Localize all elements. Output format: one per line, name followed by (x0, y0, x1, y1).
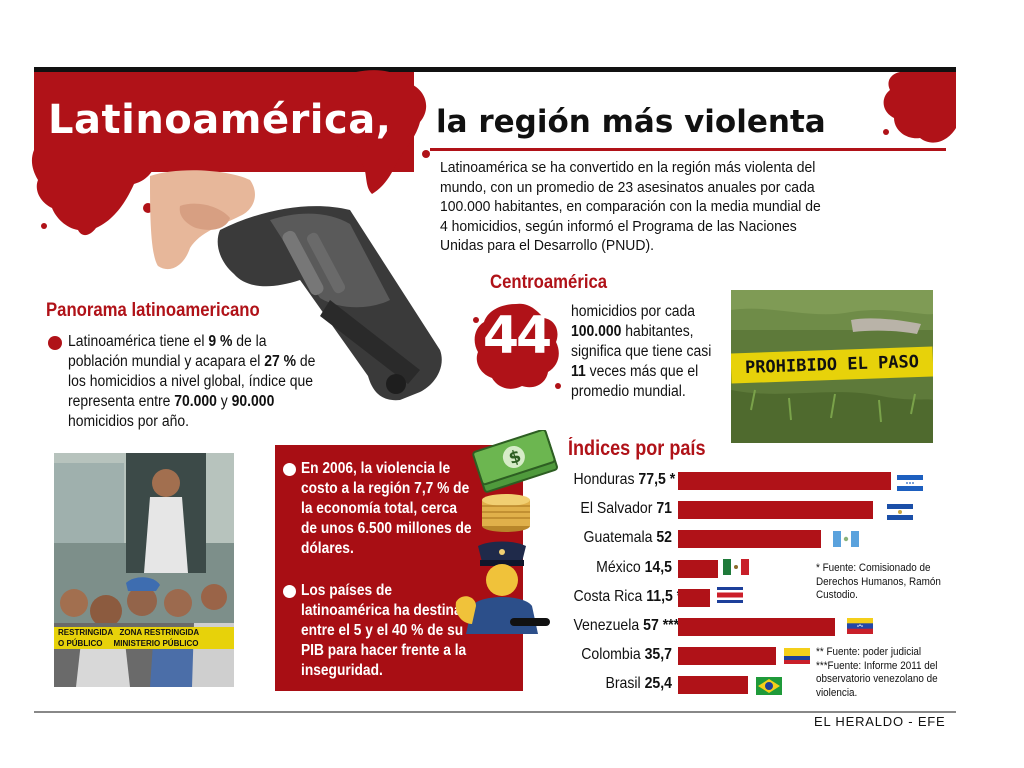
guatemala-flag-icon (833, 531, 859, 547)
bar-category-label: Guatemala (583, 529, 657, 547)
bar-category-label: Honduras (573, 471, 639, 488)
title-underline (430, 148, 946, 151)
panorama-text-part: y (216, 393, 232, 410)
money-stack-icon: $ (472, 430, 558, 532)
bar-value-label: 77,5 * (638, 471, 676, 488)
crowd-tape-label: RESTRINGIDA ZONA RESTRINGIDA O PÚBLICO M… (54, 627, 234, 649)
blood-splatter-number (473, 303, 561, 389)
bar-category-label: Costa Rica (573, 587, 647, 605)
bar-category-label: El Salvador (580, 500, 657, 518)
bar-label: México 14,5 (573, 559, 672, 577)
bullet-icon (283, 463, 296, 476)
panorama-value-homicides: 27 % (264, 353, 297, 370)
bar-category-label: Brasil (605, 675, 645, 693)
source-note-1: * Fuente: Comisionado de Derechos Humano… (816, 562, 941, 601)
bar (678, 530, 821, 549)
bar (678, 559, 718, 578)
blood-splatter-left (31, 150, 161, 236)
credit: EL HERALDO - EFE (814, 714, 946, 729)
centroamerica-text: homicidios por cada 100.000 habitantes, … (571, 302, 715, 402)
el-salvador-flag-icon (887, 504, 913, 520)
bar-value-label: 25,4 (644, 675, 672, 693)
bar-category-label: México (596, 558, 645, 576)
panorama-text-part: Latinoamérica tiene el (68, 333, 209, 350)
centroamerica-value-population: 100.000 (571, 323, 622, 340)
bar-value-label: 52 (656, 529, 672, 547)
centroamerica-value-times: 11 (571, 363, 586, 380)
bar (678, 647, 777, 666)
economy-item: En 2006, la violencia le costo a la regi… (301, 460, 472, 557)
blood-splatter-right (883, 72, 956, 143)
brazil-flag-icon (756, 677, 782, 695)
police-officer-icon (455, 541, 550, 634)
bar (678, 588, 710, 607)
bar (678, 472, 892, 490)
mexico-flag-icon (723, 559, 749, 575)
intro-text: Latinoamérica se ha convertido en la reg… (440, 159, 821, 254)
crowd-photo: RESTRINGIDA ZONA RESTRINGIDA O PÚBLICO M… (54, 453, 234, 687)
blood-splatter-title (356, 70, 430, 194)
costa-rica-flag-icon (717, 587, 743, 603)
panorama-text-part: de los homicidios a nivel global, índice… (68, 353, 316, 410)
bar-label: Brasil 25,4 (573, 675, 672, 693)
bar (678, 501, 874, 520)
panorama-text-part: de la población mundial y acapara el (68, 333, 267, 370)
revolver-icon (150, 170, 442, 401)
chart-title: Índices por país (568, 437, 706, 460)
bar-label: Honduras 77,5 * (573, 471, 676, 489)
centroamerica-title: Centroamérica (490, 272, 608, 293)
bar-label: El Salvador 71 (573, 500, 672, 518)
economy-box: En 2006, la violencia le costo a la regi… (275, 445, 523, 691)
bar-chart: Honduras 77,5 * El Salvador 71 Guatemala 5… (560, 468, 940, 708)
bar-label: Costa Rica 11,5 ** (573, 587, 687, 606)
crowd-image (54, 453, 234, 687)
page-subtitle: la región más violenta (436, 104, 826, 140)
source-note-2: ** Fuente: poder judicial ***Fuente: Inf… (816, 646, 938, 699)
colombia-flag-icon (784, 648, 810, 664)
bar-label: Colombia 35,7 (573, 646, 672, 664)
centroamerica-text-part: veces más que el promedio mundial. (571, 363, 699, 400)
panorama-text: Latinoamérica tiene el 9 % de la poblaci… (68, 332, 329, 432)
bar-value-label: 57 *** (643, 617, 680, 634)
centroamerica-number: 44 (482, 306, 552, 366)
bar-value-label: 35,7 (644, 646, 672, 664)
bar-value-label: 71 (656, 500, 672, 518)
economy-item: Los países de latinoamérica ha destinan … (301, 582, 471, 679)
bar-label: Guatemala 52 (573, 529, 672, 547)
honduras-flag-icon (897, 475, 923, 491)
panorama-value-min: 70.000 (174, 393, 217, 410)
bullet-icon (48, 336, 62, 350)
panorama-title: Panorama latinoamericano (46, 300, 260, 321)
svg-text:$: $ (506, 446, 523, 469)
bar (678, 676, 748, 695)
bar (678, 618, 835, 636)
bottom-rule (34, 711, 956, 713)
panorama-value-max: 90.000 (231, 393, 275, 410)
bullet-icon (283, 585, 296, 598)
bar-value-label: 11,5 ** (646, 587, 688, 605)
panorama-value-population: 9 % (208, 333, 233, 350)
bar-value-label: 14,5 (644, 558, 672, 576)
bar-label: Venezuela 57 *** (573, 617, 679, 635)
centroamerica-text-part: homicidios por cada (571, 303, 696, 320)
panorama-text-part: homicidios por año. (68, 413, 189, 430)
page-title: Latinoamérica, (48, 97, 392, 143)
venezuela-flag-icon (847, 618, 873, 634)
top-rule (34, 67, 956, 72)
bar-category-label: Venezuela (573, 617, 644, 634)
crime-scene-photo: PROHIBIDO EL PASO (731, 290, 933, 443)
centroamerica-text-part: habitantes, significa que tiene casi (571, 323, 712, 360)
bar-category-label: Colombia (581, 646, 645, 664)
